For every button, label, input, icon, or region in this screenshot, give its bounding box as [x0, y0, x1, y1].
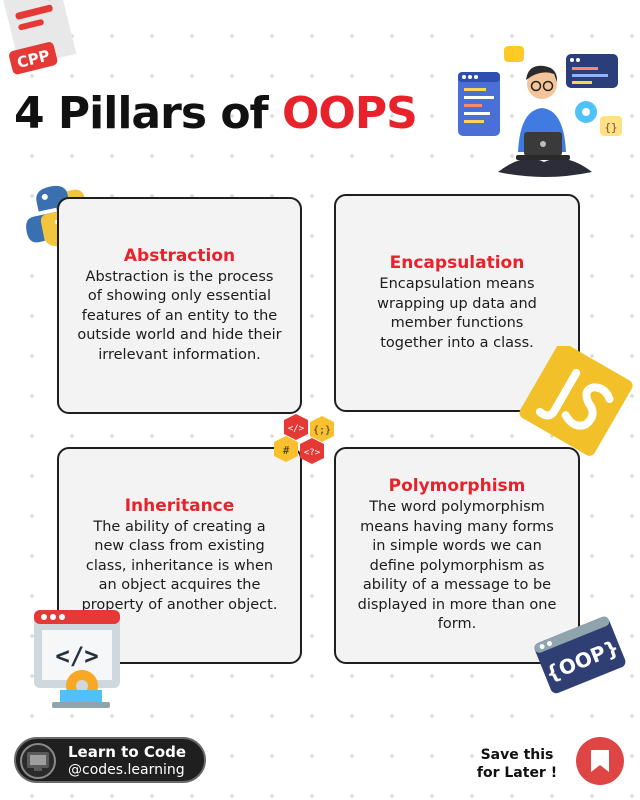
svg-text:</>: </> [55, 642, 98, 670]
card-heading: Encapsulation [389, 253, 525, 273]
save-button[interactable] [576, 737, 624, 785]
svg-text:{;}: {;} [313, 425, 331, 436]
brand-badge[interactable]: Learn to Code @codes.learning [14, 737, 206, 783]
bookmark-icon [591, 750, 609, 772]
oop-tag-icon: {OOP} [530, 610, 630, 700]
code-hexagons-icon: </> {;} # <?> [274, 412, 338, 464]
card-body: Encapsulation means wrapping up data and… [377, 276, 537, 351]
save-caption-line1: Save this [480, 747, 554, 763]
title-accent: OOPS [282, 88, 418, 139]
card-body: Abstraction is the process of showing on… [77, 268, 282, 363]
card-encapsulation: Encapsulation Encapsulation means wrappi… [334, 194, 580, 412]
card-body: The ability of creating a new class from… [81, 518, 278, 613]
code-window-icon: </> [20, 604, 132, 716]
js-logo-icon [512, 342, 638, 456]
card-heading: Polymorphism [388, 476, 526, 497]
avatar [20, 743, 56, 779]
card-polymorphism: Polymorphism The word polymorphism means… [334, 447, 580, 664]
card-body: The word polymorphism means having many … [357, 499, 557, 633]
save-caption-line2: for Later ! [476, 765, 558, 781]
card-heading: Abstraction [123, 245, 236, 266]
page-title: 4 Pillars of OOPS [14, 88, 418, 139]
save-caption: Save this for Later ! [472, 746, 562, 782]
cpp-file-icon: CPP [0, 0, 86, 86]
developer-illustration: {} [454, 40, 634, 185]
svg-text:<?>: <?> [304, 448, 321, 458]
svg-text:</>: </> [288, 424, 305, 434]
card-abstraction: Abstraction Abstraction is the process o… [57, 197, 302, 414]
card-heading: Inheritance [124, 495, 235, 516]
card-inheritance: Inheritance The ability of creating a ne… [57, 447, 302, 664]
svg-text:#: # [283, 444, 290, 457]
svg-text:{}: {} [604, 121, 617, 134]
brand-handle: @codes.learning [68, 762, 185, 778]
title-prefix: 4 Pillars of [14, 88, 269, 139]
brand-name: Learn to Code [68, 743, 187, 761]
